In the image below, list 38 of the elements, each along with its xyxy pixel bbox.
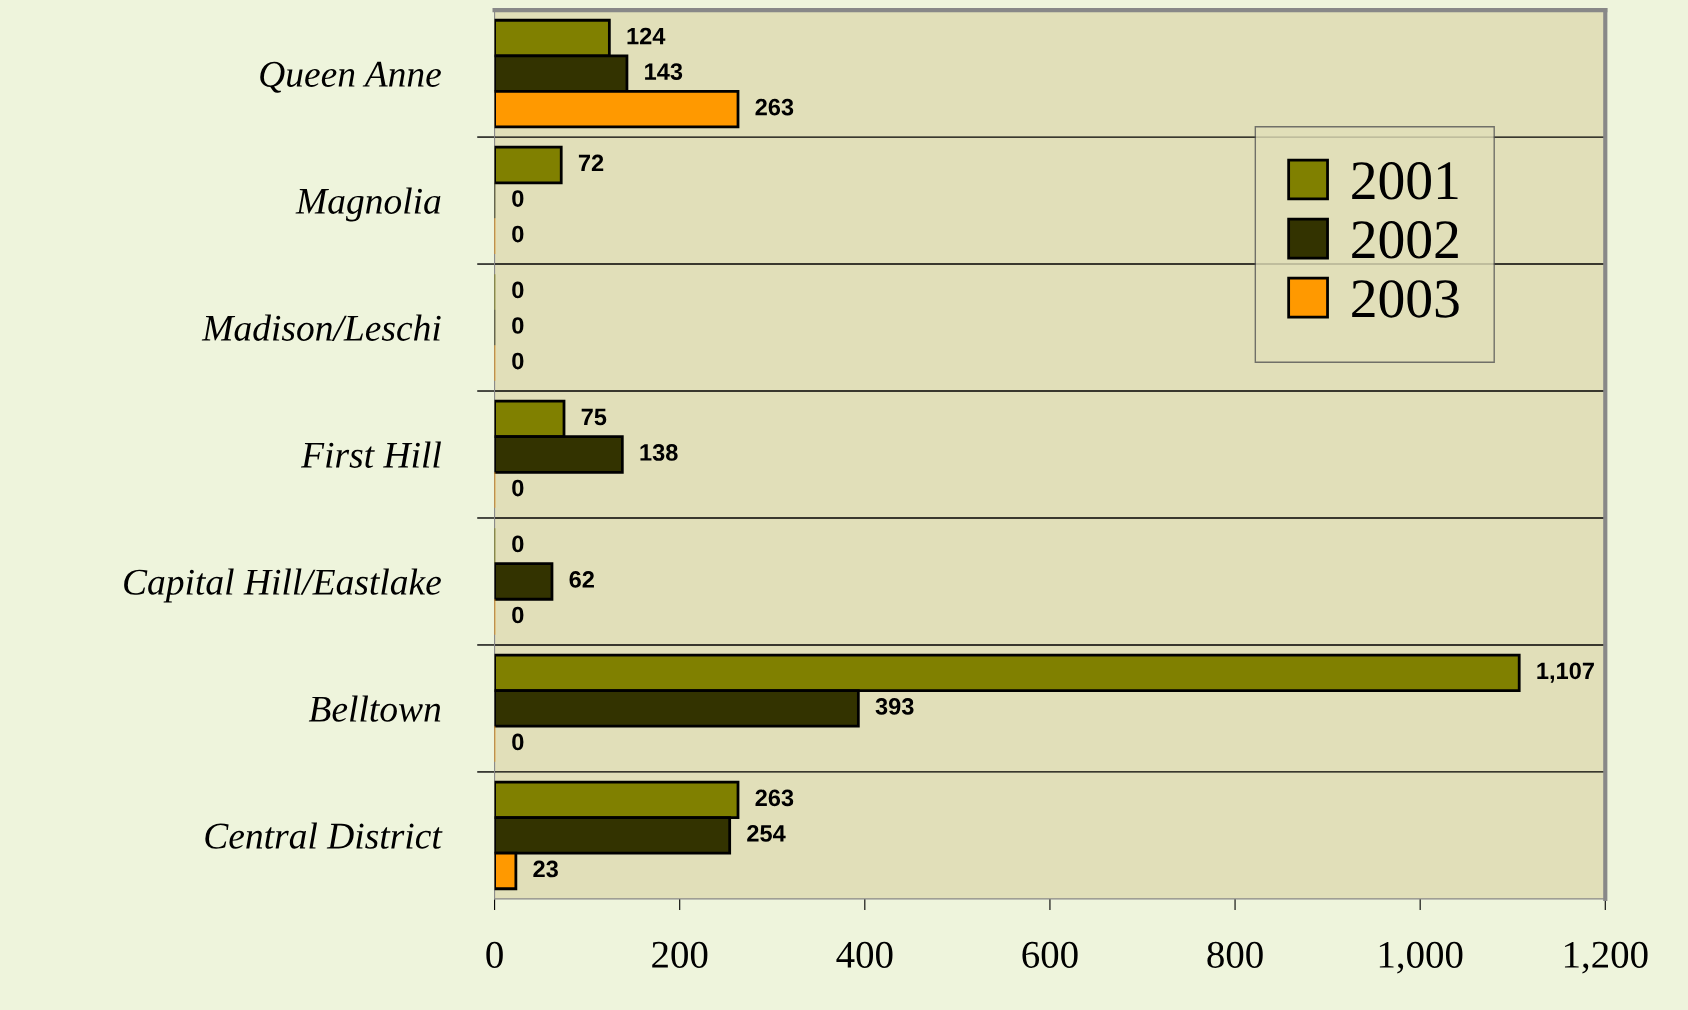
data-label: 0 bbox=[512, 317, 524, 334]
data-label: 1,107 bbox=[1537, 662, 1594, 683]
x-tick-label: 0 bbox=[486, 941, 503, 968]
data-label: 0 bbox=[512, 190, 524, 207]
x-tick-label: 800 bbox=[1207, 941, 1263, 968]
y-tick-label: Capital Hill/Eastlake bbox=[124, 568, 441, 603]
data-label: 263 bbox=[755, 789, 794, 807]
legend-label: 2002 bbox=[1352, 221, 1458, 259]
data-label: 62 bbox=[569, 571, 594, 588]
y-tick-label: Magnolia bbox=[295, 187, 441, 222]
data-label: 124 bbox=[627, 27, 666, 45]
data-label: 0 bbox=[512, 733, 524, 751]
x-tick-label: 400 bbox=[836, 941, 893, 968]
data-label: 0 bbox=[512, 225, 524, 243]
data-label: 263 bbox=[755, 98, 794, 116]
data-label: 72 bbox=[578, 154, 604, 172]
data-label: 0 bbox=[512, 281, 524, 299]
x-tick-label: 600 bbox=[1022, 941, 1078, 968]
data-label: 393 bbox=[875, 698, 914, 715]
data-label: 138 bbox=[640, 444, 678, 461]
x-tick-label: 1,200 bbox=[1564, 941, 1648, 974]
data-label: 143 bbox=[645, 63, 683, 80]
data-label: 75 bbox=[581, 408, 607, 426]
y-tick-label: First Hill bbox=[300, 441, 441, 468]
y-tick-label: Central District bbox=[205, 822, 443, 849]
x-tick-label: 1,000 bbox=[1379, 941, 1463, 974]
y-tick-label: Belltown bbox=[308, 695, 441, 722]
data-label: 23 bbox=[533, 860, 558, 878]
data-label: 0 bbox=[512, 535, 524, 553]
y-tick-label: Madison/Leschi bbox=[201, 314, 441, 341]
data-label: 0 bbox=[512, 606, 524, 624]
legend-label: 2003 bbox=[1352, 280, 1459, 318]
legend-label: 2001 bbox=[1352, 162, 1458, 200]
data-label: 0 bbox=[512, 479, 524, 497]
y-tick-label: Queen Anne bbox=[260, 61, 441, 93]
data-label: 254 bbox=[747, 825, 786, 842]
x-tick-label: 200 bbox=[652, 941, 708, 968]
data-label: 0 bbox=[512, 352, 524, 370]
